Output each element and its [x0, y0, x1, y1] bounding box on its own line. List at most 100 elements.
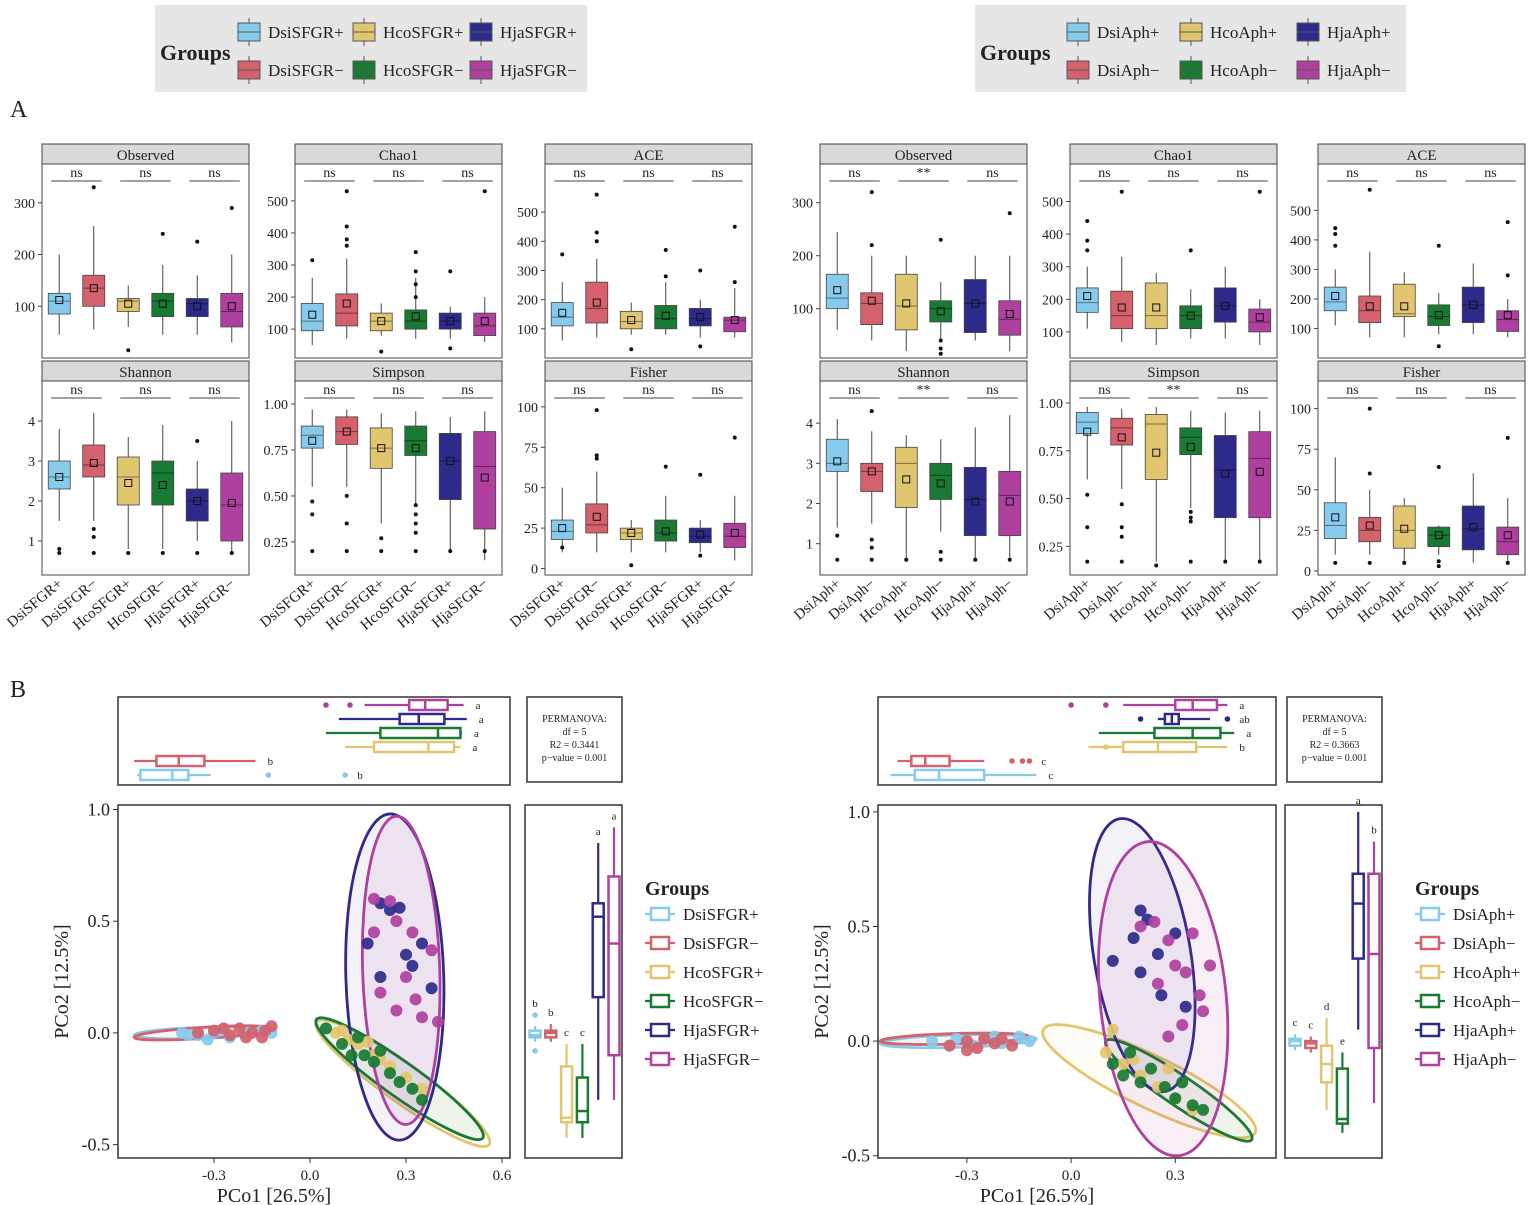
outlier-point [1188, 509, 1193, 514]
data-point [406, 926, 419, 939]
outlier-point [560, 252, 565, 257]
box [1110, 417, 1134, 446]
mean-marker [55, 296, 64, 305]
legend-key-icon [237, 56, 261, 84]
box-DsiAph+ [1323, 226, 1347, 326]
outlier-point [1085, 492, 1090, 497]
outlier-point [1333, 231, 1338, 236]
data-point [217, 1022, 230, 1035]
significance-label: ns [711, 166, 723, 181]
y-tick-label: 50 [1297, 484, 1311, 499]
pco1-box-1: b [134, 754, 274, 768]
plot-area [41, 163, 250, 359]
box [1358, 295, 1382, 323]
outlier-point [344, 189, 349, 194]
outlier-point [594, 192, 599, 197]
scatter-plot-area [877, 804, 1277, 1159]
box-DsiSFGR+ [47, 429, 71, 555]
significance-label: ns [392, 166, 404, 181]
group-letter: c [1293, 1017, 1298, 1029]
outlier-point [413, 269, 418, 274]
group-letter: b [548, 1007, 554, 1019]
data-point [1162, 934, 1175, 947]
mean-marker [446, 317, 455, 326]
panel-title: Chao1 [379, 148, 418, 164]
outlier-point [1257, 189, 1262, 194]
outlier-point [1188, 559, 1193, 564]
outlier-point [1137, 716, 1144, 722]
y-tick-label: -0.5 [82, 1135, 111, 1155]
x-tick-label: 0.6 [493, 1168, 512, 1184]
outlier-point [1367, 406, 1372, 411]
data-point [374, 986, 387, 999]
permanova-frame [1286, 696, 1383, 783]
box [1367, 872, 1381, 1050]
box [1427, 526, 1451, 547]
y-tick-label: 500 [1290, 204, 1311, 219]
outlier-point [413, 295, 418, 300]
box [82, 444, 106, 478]
box [550, 519, 574, 540]
pco1-box-0: b [137, 768, 363, 782]
plot-area [819, 380, 1028, 576]
box-HjaAph− [998, 211, 1022, 352]
data-point [1158, 1080, 1171, 1093]
outlier-point [532, 1047, 538, 1054]
boxplot-panel-ace: ACE 100 200 300 400 500 ns ns ns [517, 143, 753, 359]
legend-key-icon [1415, 1022, 1445, 1038]
box [894, 273, 918, 331]
pco1-box-0: c [890, 768, 1053, 782]
legend-key-icon [1415, 993, 1445, 1009]
group-letter: c [580, 1027, 585, 1039]
mean-marker [124, 479, 133, 487]
y-tick-label: 300 [517, 264, 538, 279]
significance-label: ** [917, 383, 931, 398]
outlier-point [904, 557, 909, 562]
significance-label: ns [1346, 166, 1358, 181]
pco2-marginal-area [524, 804, 623, 1159]
outlier-point [91, 527, 96, 531]
legend-key-icon [645, 993, 675, 1009]
legend-item-label: DsiSFGR− [683, 934, 759, 953]
box [1323, 286, 1347, 312]
data-point [406, 1082, 419, 1095]
box [1213, 435, 1237, 519]
box [910, 754, 951, 768]
y-tick-label: 300 [1290, 263, 1311, 278]
data-point [971, 1041, 984, 1054]
box [585, 281, 609, 324]
significance-label: ns [392, 383, 404, 398]
group-letter: d [1324, 1001, 1330, 1013]
outlier-point [663, 274, 668, 279]
outlier-point [91, 551, 96, 555]
box [1392, 283, 1416, 318]
outlier-point [594, 456, 599, 461]
box-HjaAph+ [1461, 263, 1485, 335]
group-letter: c [1308, 1020, 1313, 1032]
outlier-point [413, 549, 418, 554]
box [1496, 526, 1520, 556]
y-tick-label: 3 [806, 457, 813, 472]
significance-label: ns [848, 383, 860, 398]
outlier-point [413, 282, 418, 287]
box-HcoAph+ [894, 255, 918, 352]
outlier-point [91, 535, 96, 539]
box-DsiAph+ [1075, 406, 1099, 564]
outlier-point [1103, 702, 1109, 708]
y-tick-label: 100 [14, 300, 35, 315]
y-tick-label: 0.50 [264, 490, 289, 505]
box [1461, 505, 1485, 551]
outlier-point [482, 189, 487, 194]
box-DsiSFGR+ [550, 487, 574, 553]
plot-area [1317, 380, 1526, 576]
permanova-frame [526, 696, 623, 783]
permanova-box: PERMANOVA: df = 5 R2 = 0.3441 p−value = 0.0… [526, 696, 623, 783]
mean-marker [833, 457, 842, 466]
box [929, 462, 953, 500]
mean-marker [1221, 469, 1230, 478]
data-point [1144, 1062, 1157, 1075]
panel-title: Simpson [1147, 365, 1200, 381]
panel-title: Chao1 [1154, 148, 1193, 164]
